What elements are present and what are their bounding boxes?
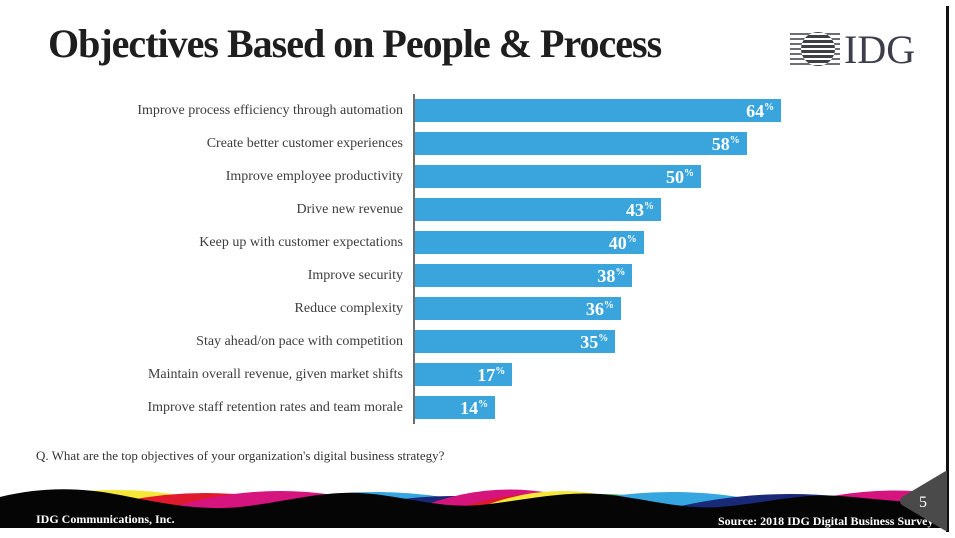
value-unit: % — [478, 398, 489, 410]
value-unit: % — [729, 134, 740, 146]
chart-row: Improve staff retention rates and team m… — [0, 391, 955, 424]
category-label: Stay ahead/on pace with competition — [196, 333, 403, 349]
idg-logo: IDG — [790, 27, 915, 72]
bar: 50% — [415, 165, 701, 188]
value-label: 35% — [580, 331, 609, 352]
value-label: 17% — [477, 364, 506, 385]
bar: 58% — [415, 132, 747, 155]
value-unit: % — [764, 101, 775, 113]
chart-row: Improve process efficiency through autom… — [0, 94, 955, 127]
value-unit: % — [684, 167, 694, 179]
page-number-badge: 5 — [900, 471, 947, 531]
category-label: Improve staff retention rates and team m… — [147, 399, 403, 415]
bar: 40% — [415, 231, 644, 254]
chart-row: Reduce complexity 36% — [0, 292, 955, 325]
value-label: 64% — [746, 100, 775, 121]
value-label: 40% — [608, 232, 637, 253]
value-unit: % — [598, 332, 609, 344]
page-number: 5 — [919, 494, 927, 511]
bar: 36% — [415, 297, 621, 320]
value-unit: % — [626, 233, 637, 245]
bar-cell: 58% — [413, 127, 955, 160]
bar-cell: 35% — [413, 325, 955, 358]
value-label: 14% — [460, 397, 489, 418]
category-label: Keep up with customer expectations — [199, 234, 403, 250]
chart-row: Improve employee productivity 50% — [0, 160, 955, 193]
value-unit: % — [603, 299, 614, 311]
chart-row: Stay ahead/on pace with competition 35% — [0, 325, 955, 358]
slide-title: Objectives Based on People & Process — [48, 21, 662, 66]
idg-logo-text: IDG — [844, 27, 915, 72]
chart-row: Improve security 38% — [0, 259, 955, 292]
bar: 17% — [415, 363, 513, 386]
category-label: Improve employee productivity — [225, 168, 403, 184]
bar-cell: 36% — [413, 292, 955, 325]
bar-cell: 64% — [413, 94, 955, 127]
value-unit: % — [495, 365, 506, 377]
category-label: Drive new revenue — [296, 201, 403, 217]
bar: 38% — [415, 264, 633, 287]
category-label: Create better customer experiences — [206, 135, 403, 151]
chart-row: Create better customer experiences 58% — [0, 127, 955, 160]
category-label: Improve security — [307, 267, 403, 283]
value-unit: % — [643, 200, 654, 212]
bar-cell: 50% — [413, 160, 955, 193]
footer-source: Source: 2018 IDG Digital Business Survey — [718, 514, 934, 528]
chart-row: Keep up with customer expectations 40% — [0, 226, 955, 259]
value-label: 38% — [597, 265, 626, 286]
value-label: 50% — [666, 166, 694, 187]
bar-cell: 14% — [413, 391, 955, 424]
chart-row: Drive new revenue 43% — [0, 193, 955, 226]
category-label: Improve process efficiency through autom… — [137, 102, 403, 118]
idg-globe-icon — [790, 32, 840, 66]
bar: 14% — [415, 396, 496, 419]
value-label: 36% — [585, 298, 614, 319]
bar-cell: 17% — [413, 358, 955, 391]
category-label: Maintain overall revenue, given market s… — [147, 366, 403, 382]
bar-cell: 43% — [413, 193, 955, 226]
value-label: 43% — [625, 199, 654, 220]
footer-wave-graphic — [0, 489, 947, 528]
survey-question: Q. What are the top objectives of your o… — [36, 448, 445, 463]
category-label: Reduce complexity — [294, 300, 403, 316]
bar: 35% — [415, 330, 616, 353]
bar-cell: 38% — [413, 259, 955, 292]
right-edge-line — [946, 6, 949, 532]
footer-company: IDG Communications, Inc. — [36, 512, 175, 526]
chart-row: Maintain overall revenue, given market s… — [0, 358, 955, 391]
value-label: 58% — [711, 133, 740, 154]
bar: 43% — [415, 198, 661, 221]
bar-chart: Improve process efficiency through autom… — [0, 94, 955, 424]
value-unit: % — [615, 266, 626, 278]
bar-cell: 40% — [413, 226, 955, 259]
bar: 64% — [415, 99, 782, 122]
